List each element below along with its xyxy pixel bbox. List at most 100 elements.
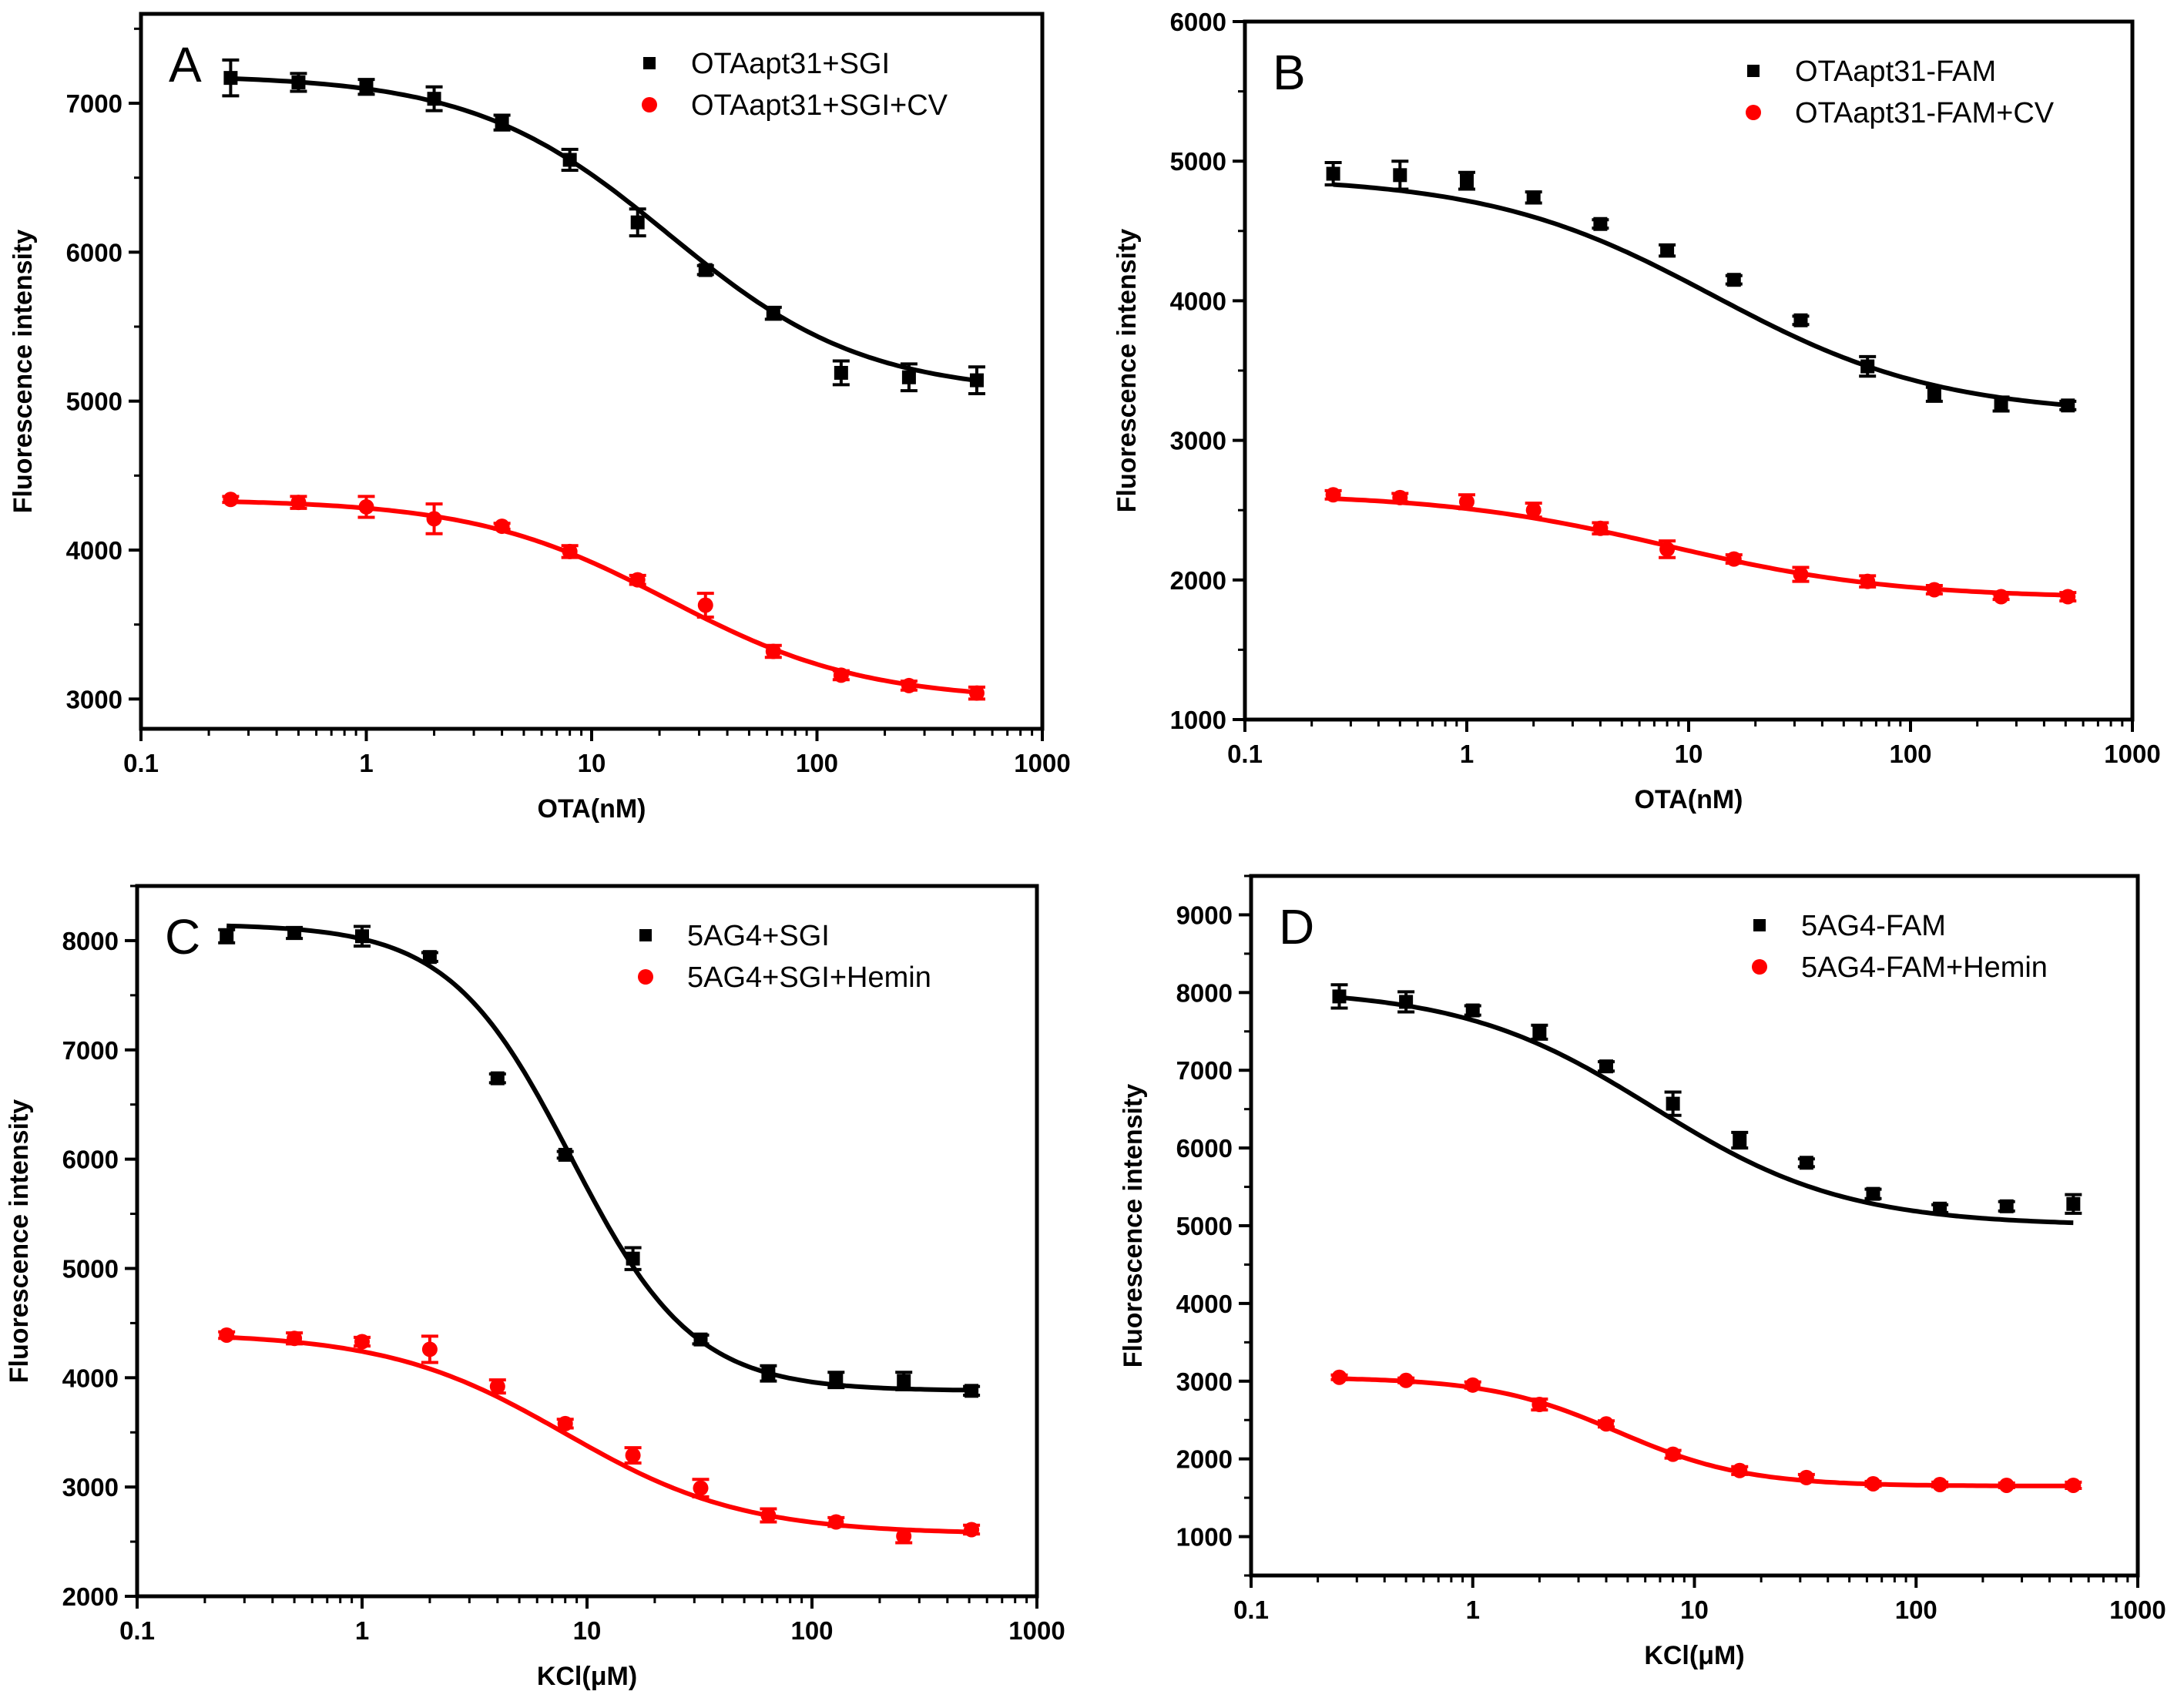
panel-c-series-1-point bbox=[760, 1508, 777, 1524]
panel-d-legend-label: 5AG4-FAM bbox=[1801, 910, 1946, 942]
panel-d-legend-marker bbox=[1753, 919, 1766, 931]
panel-a-series-1-point bbox=[697, 597, 713, 613]
panel-c-series-0-point bbox=[761, 1366, 776, 1381]
panel-a-y-tick-label: 5000 bbox=[66, 388, 122, 416]
panel-b-x-tick-label: 1000 bbox=[2104, 740, 2160, 768]
panel-d-x-axis-title: KCl(μM) bbox=[1644, 1641, 1744, 1670]
panel-b-legend-label: OTAapt31-FAM+CV bbox=[1795, 97, 2055, 129]
panel-b-series-0-point bbox=[1994, 397, 2008, 411]
panel-a-series-0-point bbox=[562, 153, 577, 167]
panel-d-y-axis-title: Fluorescence intensity bbox=[1119, 1084, 1148, 1368]
panel-d-series-1-point bbox=[1398, 1372, 1414, 1388]
panel-d-y-tick-label: 6000 bbox=[1176, 1134, 1233, 1163]
panel-a-series-0-point bbox=[427, 92, 441, 106]
panel-c-series-1-fit-curve bbox=[226, 1334, 972, 1535]
panel-b-y-axis-title: Fluorescence intensity bbox=[1112, 229, 1142, 513]
panel-a-legend-marker bbox=[642, 97, 657, 112]
panel-b-series-1-point bbox=[1325, 487, 1341, 503]
panel-b-y-tick-label: 4000 bbox=[1170, 287, 1226, 315]
panel-b-legend-label: OTAapt31-FAM bbox=[1795, 55, 1996, 88]
panel-b-series-0-point bbox=[1393, 168, 1407, 183]
panel-a-series-1-point bbox=[629, 572, 646, 588]
panel-d-series-0-point bbox=[1799, 1156, 1813, 1170]
panel-d-x-tick-label: 10 bbox=[1680, 1596, 1709, 1624]
panel-b-series-0-point bbox=[2061, 398, 2075, 413]
panel-a-legend-label: OTAapt31+SGI bbox=[691, 48, 890, 80]
panel-c-series-1-point bbox=[557, 1415, 573, 1431]
panel-a-series-1-point bbox=[562, 543, 578, 559]
panel-d-series-0-point bbox=[1666, 1096, 1680, 1111]
panel-a-letter: A bbox=[169, 37, 202, 92]
panel-b-series-1-point bbox=[1860, 573, 1876, 589]
panel-c-series-0-point bbox=[626, 1251, 640, 1266]
panel-a-y-axis-title: Fluorescence intensity bbox=[8, 230, 38, 514]
panel-a-x-tick-label: 1 bbox=[359, 749, 373, 777]
panel-d-series-1-fit-curve bbox=[1339, 1376, 2074, 1488]
panel-d-series-0-point bbox=[1866, 1186, 1880, 1201]
panel-c: 0.1 1 10 100 1000 2000 3000 4000 5000 6000 7000 800… bbox=[5, 884, 1065, 1691]
panel-c-legend-label: 5AG4+SGI bbox=[687, 920, 830, 952]
panel-c-series-0-point bbox=[897, 1374, 911, 1388]
panel-a-series-0-point bbox=[630, 215, 645, 230]
panel-d-y-tick-label: 3000 bbox=[1176, 1367, 1233, 1396]
panel-b-y-tick-label: 5000 bbox=[1170, 147, 1226, 176]
panel-d: 0.1 1 10 100 1000 1000 2000 3000 4000 5000 6000 700… bbox=[1119, 874, 2166, 1670]
panel-b-series-1-point bbox=[1793, 566, 1809, 582]
panel-b-series-1-point bbox=[1525, 502, 1542, 518]
panel-a-y-tick-label: 7000 bbox=[66, 89, 122, 118]
panel-b-series-0-point bbox=[1660, 243, 1675, 258]
panel-d-series-1-point bbox=[1998, 1477, 2015, 1493]
panel-c-series-1-point bbox=[828, 1514, 844, 1530]
panel-c-letter: C bbox=[165, 909, 200, 965]
panel-b-series-1-point bbox=[1592, 520, 1609, 536]
panel-b-x-axis-title: OTA(nM) bbox=[1635, 785, 1743, 814]
panel-c-x-tick-label: 1 bbox=[355, 1616, 369, 1645]
panel-b-series-0-point bbox=[1793, 313, 1808, 327]
panel-d-x-tick-label: 0.1 bbox=[1233, 1596, 1269, 1624]
panel-d-y-tick-label: 8000 bbox=[1176, 978, 1233, 1007]
panel-c-legend-marker bbox=[638, 969, 653, 985]
panel-c-y-tick-label: 5000 bbox=[62, 1254, 119, 1283]
panel-a-series-1-point bbox=[901, 677, 917, 693]
panel-c-series-0-point bbox=[490, 1071, 505, 1086]
panel-a-series-1-point bbox=[426, 511, 442, 527]
panel-c-series-1-point bbox=[354, 1334, 370, 1350]
panel-a-series-0-point bbox=[698, 263, 713, 277]
panel-c-series-0-point bbox=[693, 1332, 708, 1347]
panel-d-series-1-point bbox=[1464, 1377, 1481, 1393]
panel-b-series-1-point bbox=[1926, 582, 1942, 598]
panel-d-series-0-point bbox=[1599, 1059, 1613, 1074]
panel-a-x-tick-label: 0.1 bbox=[123, 749, 159, 777]
panel-d-series-1-point bbox=[1732, 1462, 1748, 1478]
panel-b-y-tick-label: 2000 bbox=[1170, 566, 1226, 595]
panel-b-series-1-point bbox=[1659, 541, 1676, 557]
panel-c-series-1-point bbox=[693, 1480, 709, 1496]
panel-a-series-0-fit-curve bbox=[230, 76, 978, 383]
panel-a-series-1-point bbox=[358, 498, 374, 515]
panel-c-series-1-point bbox=[287, 1330, 303, 1347]
panel-c-y-tick-label: 6000 bbox=[62, 1146, 119, 1174]
panel-d-series-1-point bbox=[1598, 1416, 1614, 1432]
panel-b-x-tick-label: 10 bbox=[1675, 740, 1703, 768]
panel-b-letter: B bbox=[1273, 45, 1306, 100]
panel-b-y-tick-label: 6000 bbox=[1170, 8, 1226, 36]
panel-b-series-1-point bbox=[1726, 551, 1742, 567]
panel-d-letter: D bbox=[1279, 899, 1314, 955]
panel-c-series-1-point bbox=[625, 1448, 641, 1464]
panel-d-y-tick-label: 5000 bbox=[1176, 1212, 1233, 1240]
panel-c-series-1-point bbox=[964, 1522, 980, 1538]
panel-b-y-tick-label: 3000 bbox=[1170, 427, 1226, 455]
panel-c-series-1-point bbox=[489, 1378, 505, 1394]
panel-a-legend-label: OTAapt31+SGI+CV bbox=[691, 89, 948, 122]
panel-d-series-0-fit-curve bbox=[1339, 995, 2074, 1226]
panel-b-series-0-point bbox=[1526, 190, 1541, 205]
panel-d-series-0-point bbox=[1733, 1133, 1747, 1148]
panel-b-series-0-point bbox=[1927, 387, 1941, 401]
panel-a-series-0-point bbox=[291, 75, 306, 89]
panel-a: 0.1 1 10 100 1000 3000 4000 5000 6000 7000 OTA(nM)… bbox=[8, 12, 1071, 824]
panel-c-y-tick-label: 3000 bbox=[62, 1473, 119, 1502]
panel-b-y-tick-label: 1000 bbox=[1170, 706, 1226, 734]
panel-c-y-tick-label: 7000 bbox=[62, 1036, 119, 1065]
panel-b-legend-marker bbox=[1747, 65, 1760, 77]
panel-c-series-1-point bbox=[896, 1528, 912, 1544]
